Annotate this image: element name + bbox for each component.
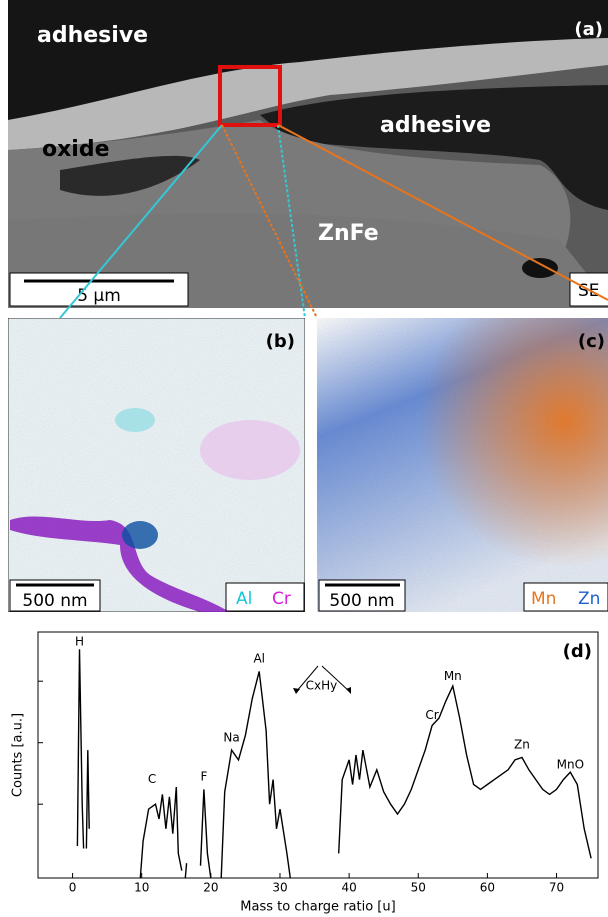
- mn-rich-region: [317, 318, 608, 612]
- y-axis-label: Counts [a.u.]: [11, 713, 26, 797]
- element-label: Al: [236, 589, 252, 609]
- peak-label: H: [75, 634, 84, 648]
- panel-label: (b): [266, 331, 295, 352]
- peak-label: Na: [223, 730, 239, 744]
- al-rich-region: [115, 408, 155, 432]
- peak-label: Mn: [444, 669, 462, 683]
- x-tick-label: 0: [69, 881, 77, 895]
- panel-b: (b) 500 nm Al Cr: [8, 318, 305, 612]
- figure: adhesive adhesive oxide ZnFe (a) 5 µm SE…: [0, 0, 608, 917]
- panel-c: (c) 500 nm Mn Zn: [317, 318, 608, 612]
- region-label: adhesive: [380, 113, 491, 138]
- peak-label: F: [200, 770, 207, 784]
- peak-label: Cr: [425, 708, 438, 722]
- region-label: adhesive: [37, 23, 148, 48]
- scale-bar-label: 500 nm: [22, 591, 87, 611]
- panel-label: (d): [563, 641, 592, 662]
- x-tick-label: 60: [480, 881, 495, 895]
- peak-label: MnO: [557, 757, 584, 771]
- peak-label: CxHy: [306, 679, 338, 693]
- element-label: Mn: [531, 589, 556, 609]
- peak-label: Al: [253, 652, 265, 666]
- x-tick-label: 30: [272, 881, 287, 895]
- x-axis-label: Mass to charge ratio [u]: [240, 900, 395, 915]
- al-rich-region: [122, 521, 158, 549]
- element-label: Cr: [272, 589, 291, 609]
- detector-label: SE: [578, 281, 600, 301]
- x-tick-label: 50: [411, 881, 426, 895]
- x-tick-label: 10: [134, 881, 149, 895]
- region-label: oxide: [42, 137, 110, 162]
- dark-feature: [522, 258, 558, 278]
- x-tick-label: 70: [549, 881, 564, 895]
- panel-label: (a): [574, 19, 603, 40]
- panel-a: adhesive adhesive oxide ZnFe (a) 5 µm SE: [8, 0, 608, 308]
- x-tick-label: 40: [341, 881, 356, 895]
- peak-label: Zn: [514, 738, 530, 752]
- x-tick-label: 20: [203, 881, 218, 895]
- element-label: Zn: [578, 589, 600, 609]
- region-label: ZnFe: [318, 221, 379, 246]
- panel-label: (c): [578, 331, 605, 352]
- scale-bar-label: 500 nm: [329, 591, 394, 611]
- peak-label: C: [148, 772, 156, 786]
- cr-rich-region: [200, 420, 300, 480]
- plot-frame: [38, 632, 598, 878]
